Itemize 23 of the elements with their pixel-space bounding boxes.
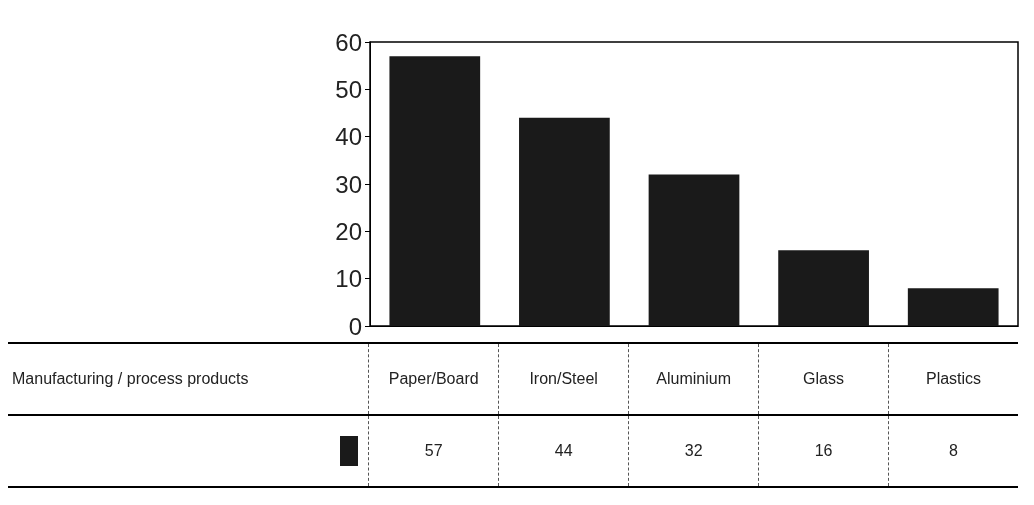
y-tick-label: 30 — [335, 170, 362, 198]
x-tick-label: Aluminium — [628, 344, 759, 414]
bar — [648, 174, 740, 326]
data-label: 16 — [758, 416, 889, 486]
x-tick-label: Plastics — [888, 344, 1018, 414]
data-label: 8 — [888, 416, 1019, 486]
y-tick-label: 60 — [335, 28, 362, 56]
data-label: 32 — [628, 416, 759, 486]
bar — [389, 56, 481, 326]
y-tick-label: 10 — [335, 265, 362, 293]
bar — [778, 250, 869, 326]
y-tick-label: 40 — [335, 123, 362, 151]
text: Manufacturing / process products — [11, 369, 250, 389]
x-tick-label: Iron/Steel — [498, 344, 629, 414]
y-tick-label: 20 — [335, 217, 362, 245]
data-label: 44 — [498, 416, 629, 486]
bar — [907, 288, 999, 326]
data-label: 57 — [368, 416, 499, 486]
x-tick-label: Paper/Board — [368, 344, 499, 414]
x-tick-label: Glass — [758, 344, 889, 414]
y-tick-label: 50 — [335, 75, 362, 103]
y-tick-label: 0 — [348, 312, 362, 340]
bar — [519, 117, 610, 326]
